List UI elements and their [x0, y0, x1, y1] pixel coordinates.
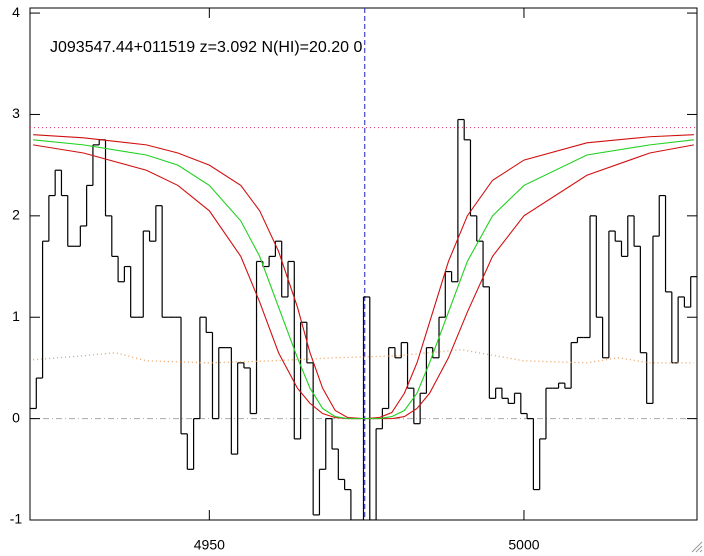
- plot-area: [30, 8, 697, 520]
- y-tick-label: 3: [12, 105, 20, 121]
- y-tick-label: 4: [12, 4, 20, 20]
- series-line: [33, 139, 694, 420]
- x-tick-label: 4950: [194, 537, 225, 553]
- y-tick-label: 2: [12, 207, 20, 223]
- y-tick-label: 1: [12, 308, 20, 324]
- chart-title: J093547.44+011519 z=3.092 N(HI)=20.20 0: [50, 39, 362, 56]
- y-tick-label: 0: [12, 409, 20, 425]
- axes: -1 0 1 2 3 4 4950 5000: [10, 4, 697, 553]
- x-tick-label: 5000: [508, 537, 539, 553]
- y-tick-label: -1: [10, 511, 23, 527]
- resize-grip: [691, 541, 703, 553]
